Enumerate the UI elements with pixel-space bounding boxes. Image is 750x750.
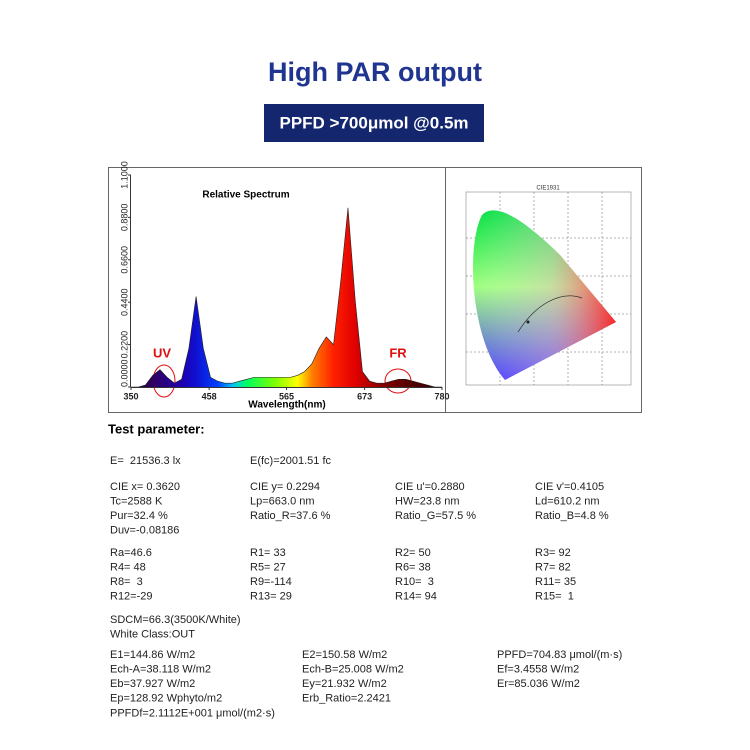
parameter: Ech-A=38.118 W/m2 (110, 664, 211, 676)
parameter: R5= 27 (250, 562, 286, 574)
annotation: FR (389, 345, 407, 360)
y-tick-label: 0.2200 (119, 331, 129, 359)
parameter: R12=-29 (110, 591, 153, 603)
x-tick-label: 780 (434, 391, 449, 401)
parameter: PPFD=704.83 μmol/(m·s) (497, 649, 622, 661)
parameter: Ech-B=25.008 W/m2 (302, 664, 404, 676)
parameter: Tc=2588 K (110, 496, 163, 508)
parameter: PPFDf=2.1112E+001 μmol/(m2·s) (110, 707, 275, 719)
parameter: Ef=3.4558 W/m2 (497, 664, 579, 676)
parameter: E2=150.58 W/m2 (302, 649, 387, 661)
badge (264, 104, 484, 142)
parameter: Ld=610.2 nm (535, 496, 600, 508)
parameter-list: E= 21536.3 lx E(fc)=2001.51 fc CIE x= 0.36… (110, 455, 622, 719)
x-tick-label: 565 (279, 391, 294, 401)
title: High PAR output (268, 57, 482, 87)
x-tick-label: 673 (357, 391, 372, 401)
parameter: R13= 29 (250, 591, 292, 603)
parameter: Eb=37.927 W/m2 (110, 678, 195, 690)
parameter: Lp=663.0 nm (250, 496, 315, 508)
y-tick-label: 0.6600 (119, 246, 129, 274)
parameter: HW=23.8 nm (395, 496, 460, 508)
cie-plot-frame (465, 191, 632, 386)
chromaticity-point (526, 320, 530, 324)
parameter: Ey=21.932 W/m2 (302, 678, 387, 690)
cie-title: CIE1931 (536, 186, 560, 192)
parameter: Er=85.036 W/m2 (497, 678, 580, 690)
parameter: R4= 48 (110, 562, 146, 574)
x-tick-label: 458 (202, 391, 217, 401)
parameter: Duv=-0.08186 (110, 525, 179, 537)
parameter: Ra=46.6 (110, 547, 152, 559)
annotation: UV (153, 345, 171, 360)
parameter: Ratio_R=37.6 % (250, 510, 331, 522)
y-tick-label: 0.4400 (119, 288, 129, 316)
parameter: Pur=32.4 % (110, 510, 168, 522)
parameter: R6= 38 (395, 562, 431, 574)
parameter: Erb_Ratio=2.2421 (302, 693, 391, 705)
parameter: R8= 3 (110, 576, 143, 588)
parameter: E= 21536.3 lx (110, 455, 181, 467)
parameter: CIE x= 0.3620 (110, 481, 180, 493)
parameter: CIE y= 0.2294 (250, 481, 320, 493)
parameter: R9=-114 (250, 576, 292, 588)
parameter: R7= 82 (535, 562, 571, 574)
y-tick-label: 1.1000 (119, 161, 129, 189)
parameter: CIE v'=0.4105 (535, 481, 604, 493)
spectrum-title: Relative Spectrum (202, 190, 289, 201)
cie-diagram: CIE1931 (465, 186, 632, 386)
badge-text: PPFD >700μmol @0.5m (279, 113, 468, 132)
parameter: R11= 35 (535, 576, 576, 588)
parameter: E(fc)=2001.51 fc (250, 455, 332, 467)
parameter: Ep=128.92 Wphyto/m2 (110, 693, 222, 705)
parameter: R3= 92 (535, 547, 571, 559)
y-tick-label: 0.0000 (119, 359, 129, 387)
parameter: Ratio_B=4.8 % (535, 510, 609, 522)
x-axis-label: Wavelength(nm) (248, 400, 325, 411)
planckian-locus (517, 295, 583, 333)
parameter: Ratio_G=57.5 % (395, 510, 476, 522)
parameter: R14= 94 (395, 591, 437, 603)
parameter: CIE u'=0.2880 (395, 481, 465, 493)
y-tick-label: 0.8800 (119, 204, 129, 232)
section-heading: Test parameter: (108, 421, 205, 436)
parameter: R1= 33 (250, 547, 286, 559)
parameter: R10= 3 (395, 576, 434, 588)
parameter: SDCM=66.3(3500K/White) (110, 614, 241, 626)
parameter: R2= 50 (395, 547, 431, 559)
cie-gamut-overlay (473, 210, 616, 380)
x-tick-label: 350 (123, 391, 138, 401)
spectrum-line (131, 207, 442, 388)
parameter: R15= 1 (535, 591, 574, 603)
parameter: E1=144.86 W/m2 (110, 649, 195, 661)
spectrum-chart: Relative Spectrum Wavelength(nm) UV FR 3… (119, 161, 449, 410)
parameter: White Class:OUT (110, 629, 195, 641)
